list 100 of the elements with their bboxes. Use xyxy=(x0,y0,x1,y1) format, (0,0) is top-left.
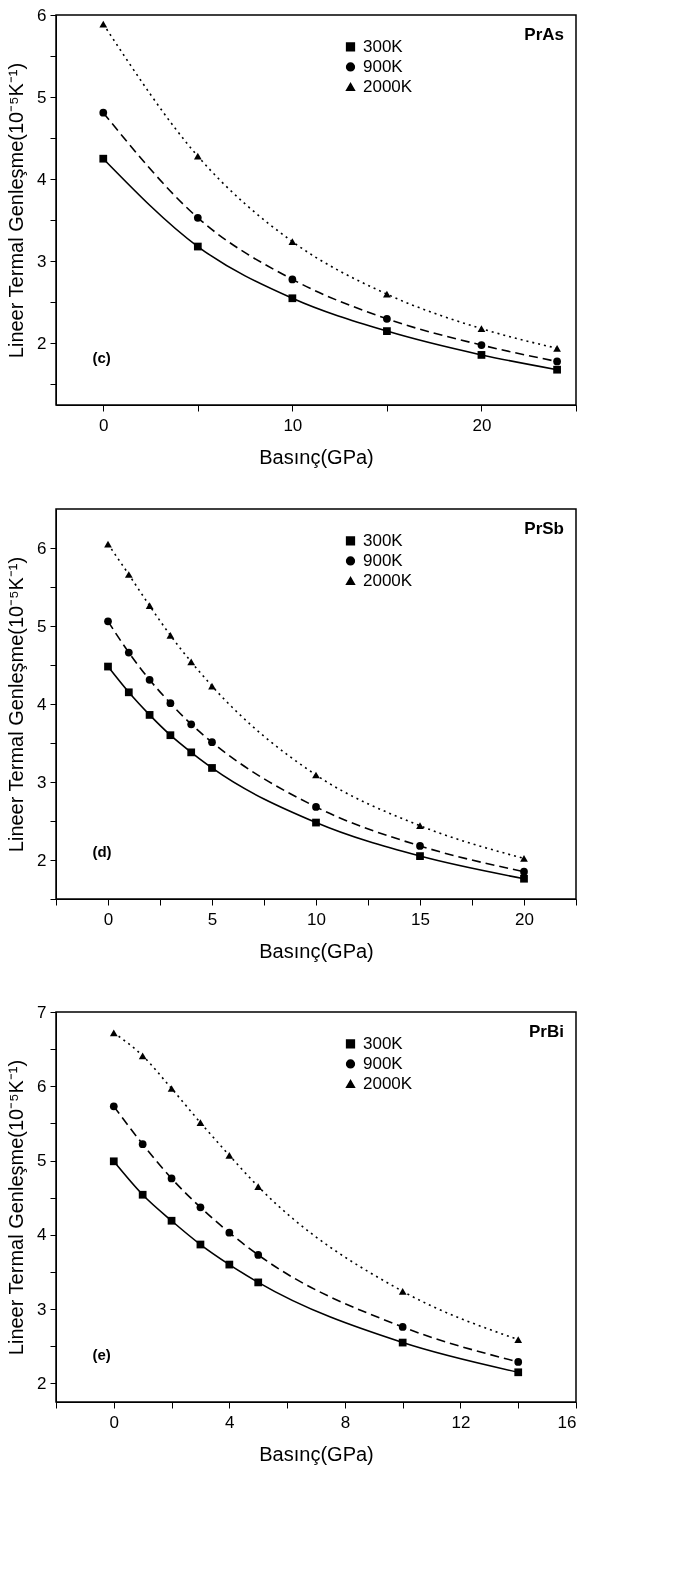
point xyxy=(288,294,297,303)
point xyxy=(398,1287,407,1295)
point xyxy=(145,711,154,719)
y-tick-label: 7 xyxy=(37,1002,47,1022)
point xyxy=(225,1152,234,1159)
y-tick-label: 3 xyxy=(37,1299,47,1319)
point xyxy=(167,1216,176,1225)
point xyxy=(553,344,561,352)
point xyxy=(109,1102,118,1111)
legend-label: 900K xyxy=(363,56,404,76)
y-tick-label: 3 xyxy=(37,772,47,792)
point xyxy=(514,1368,523,1377)
point xyxy=(225,1260,234,1269)
y-tick-label: 5 xyxy=(37,1151,47,1171)
legend-label: 900K xyxy=(363,1053,404,1073)
legend-label: 300K xyxy=(363,530,404,550)
point xyxy=(254,1183,263,1190)
y-tick-label: 4 xyxy=(37,694,47,714)
x-tick-label: 5 xyxy=(207,909,218,929)
point xyxy=(167,1174,176,1183)
x-tick-label: 0 xyxy=(103,909,114,929)
legend-label: 2000K xyxy=(363,570,413,590)
point xyxy=(312,771,320,779)
point xyxy=(398,1338,407,1347)
point xyxy=(104,617,112,626)
x-tick-label: 10 xyxy=(307,909,326,929)
point xyxy=(514,1336,523,1343)
point xyxy=(196,1119,205,1127)
annotation: (e) xyxy=(92,1346,111,1364)
x-tick-label: 16 xyxy=(557,1412,577,1432)
point xyxy=(383,290,391,298)
y-tick-label: 5 xyxy=(37,616,47,636)
point xyxy=(196,1203,205,1212)
point xyxy=(312,818,320,827)
x-tick-label: 0 xyxy=(99,415,109,435)
point xyxy=(208,738,216,747)
point xyxy=(520,874,528,883)
point xyxy=(383,327,391,335)
point xyxy=(99,108,108,117)
point xyxy=(477,341,486,349)
point xyxy=(254,1251,263,1259)
text: PrSb xyxy=(524,519,564,538)
point xyxy=(187,720,196,729)
point xyxy=(99,154,108,163)
x-tick-label: 8 xyxy=(340,1412,351,1432)
legend-label: 900K xyxy=(363,550,404,570)
point xyxy=(193,213,202,222)
point xyxy=(553,365,561,374)
point xyxy=(416,842,424,850)
y-tick-label: 3 xyxy=(37,251,47,271)
point xyxy=(167,1085,176,1092)
annotation: (d) xyxy=(92,843,112,861)
point xyxy=(398,1323,407,1331)
point xyxy=(553,357,561,366)
point xyxy=(416,822,424,830)
y-tick-label: 6 xyxy=(37,538,47,558)
x-axis-title: Basınç(GPa) xyxy=(259,445,374,468)
point xyxy=(138,1190,147,1199)
y-axis-title: Lineer Termal Genleşme(10⁻⁵K⁻¹) xyxy=(5,1059,28,1356)
point xyxy=(166,699,175,708)
point xyxy=(138,1140,147,1149)
x-tick-label: 0 xyxy=(109,1412,120,1432)
y-tick-label: 2 xyxy=(37,333,47,353)
x-tick-label: 20 xyxy=(472,415,492,435)
point xyxy=(514,1358,523,1366)
point xyxy=(288,238,297,245)
point xyxy=(109,1157,118,1166)
y-tick-label: 6 xyxy=(37,5,47,25)
legend-label: 2000K xyxy=(363,1073,413,1093)
point xyxy=(383,314,391,323)
point xyxy=(138,1052,147,1060)
y-tick-label: 4 xyxy=(37,169,47,189)
point xyxy=(520,867,528,876)
x-tick-label: 15 xyxy=(411,909,430,929)
x-axis-title: Basınç(GPa) xyxy=(259,1442,374,1465)
x-tick-label: 4 xyxy=(225,1412,235,1432)
x-axis-title: Basınç(GPa) xyxy=(259,939,374,962)
point xyxy=(104,662,112,671)
annotation: (c) xyxy=(92,349,111,367)
point xyxy=(477,325,486,332)
point xyxy=(145,675,154,684)
y-tick-label: 6 xyxy=(37,1076,47,1096)
point xyxy=(124,648,133,657)
y-axis-title: Lineer Termal Genleşme(10⁻⁵K⁻¹) xyxy=(5,62,28,359)
y-axis-title: Lineer Termal Genleşme(10⁻⁵K⁻¹) xyxy=(5,556,28,853)
legend-label: 300K xyxy=(363,36,404,56)
x-tick-label: 10 xyxy=(283,415,303,435)
text: PrAs xyxy=(524,25,564,44)
point xyxy=(225,1228,234,1237)
point xyxy=(187,748,196,757)
point xyxy=(288,275,297,284)
point xyxy=(109,1029,118,1037)
point xyxy=(124,688,133,697)
y-tick-label: 5 xyxy=(37,87,47,107)
point xyxy=(166,731,175,740)
x-tick-label: 12 xyxy=(451,1412,471,1432)
point xyxy=(166,632,175,639)
point xyxy=(520,855,528,862)
point xyxy=(416,852,424,860)
y-tick-label: 4 xyxy=(37,1225,47,1245)
